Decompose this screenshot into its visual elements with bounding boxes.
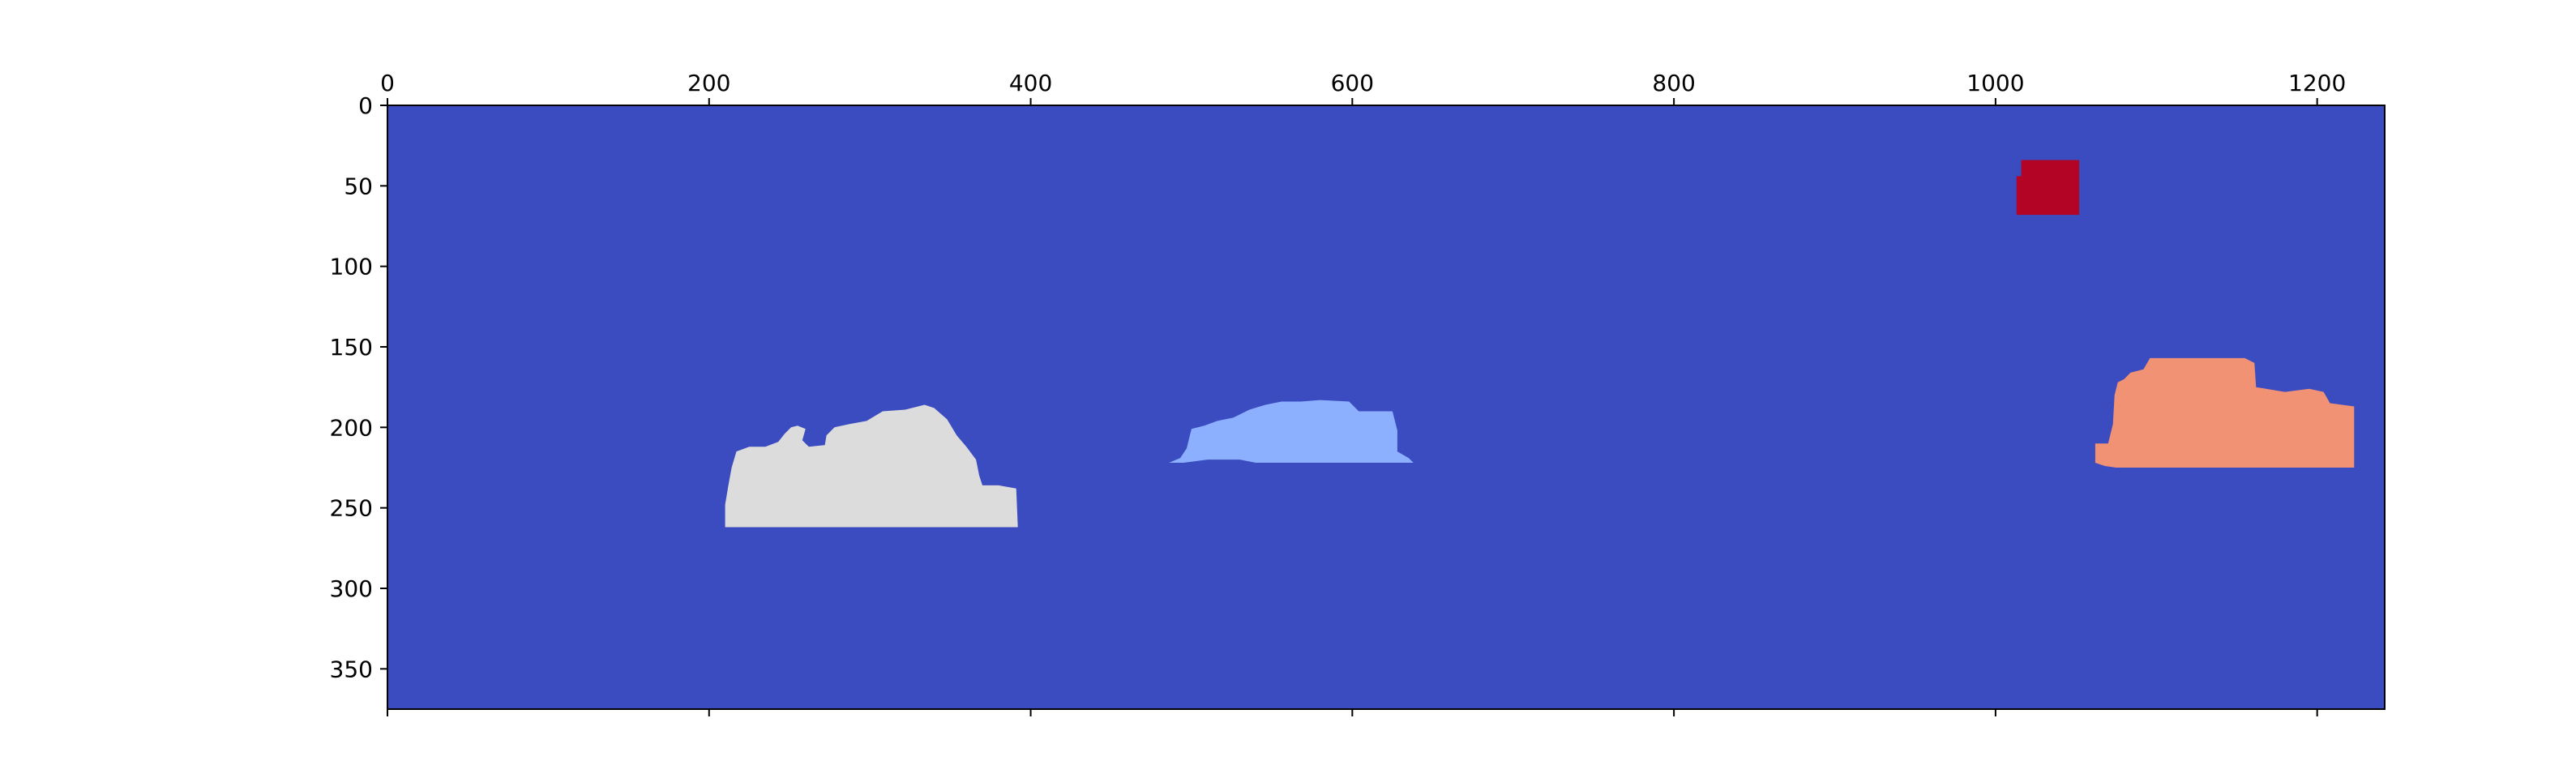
x-tick-label: 800: [1652, 70, 1695, 96]
y-tick-label: 200: [330, 414, 373, 441]
x-tick-label: 600: [1331, 70, 1374, 96]
x-tick-label: 1200: [2288, 70, 2346, 96]
heatmap-region-3: [1169, 400, 1414, 463]
y-tick-label: 50: [344, 173, 373, 199]
heatmap-region-1: [2016, 160, 2080, 216]
y-tick-label: 350: [330, 656, 373, 682]
x-tick-label: 1000: [1966, 70, 2024, 96]
x-tick-label: 0: [380, 70, 395, 96]
y-tick-label: 100: [330, 254, 373, 280]
y-tick-label: 250: [330, 495, 373, 522]
x-tick-label: 400: [1009, 70, 1052, 96]
y-tick-label: 0: [358, 92, 373, 119]
axes-frame: [387, 105, 2386, 710]
heatmap-region-2: [725, 404, 1018, 528]
axes: 0 200 400 600 800 1000 1200 0 50 100 150 200 250 300 3…: [330, 70, 2386, 716]
x-tick-label: 200: [687, 70, 730, 96]
heatmap-background: [387, 105, 2385, 709]
heatmap-region-4: [2095, 357, 2355, 468]
y-tick-label: 300: [330, 575, 373, 602]
heatmap-image: [387, 105, 2385, 709]
y-tick-label: 150: [330, 334, 373, 361]
